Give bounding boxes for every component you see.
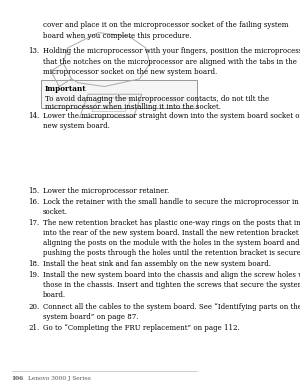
Text: that the notches on the microprocessor are aligned with the tabs in the: that the notches on the microprocessor a… bbox=[43, 58, 296, 66]
Text: 14.: 14. bbox=[28, 112, 40, 120]
Text: Lock the retainer with the small handle to secure the microprocessor in the: Lock the retainer with the small handle … bbox=[43, 198, 300, 206]
Text: 13.: 13. bbox=[28, 47, 39, 55]
Text: pushing the posts through the holes until the retention bracket is secure.: pushing the posts through the holes unti… bbox=[43, 249, 300, 257]
Text: 16.: 16. bbox=[28, 198, 40, 206]
Text: microprocessor socket on the new system board.: microprocessor socket on the new system … bbox=[43, 68, 217, 76]
Text: 17.: 17. bbox=[28, 219, 40, 227]
Text: system board” on page 87.: system board” on page 87. bbox=[43, 313, 138, 320]
Text: Lower the microprocessor retainer.: Lower the microprocessor retainer. bbox=[43, 187, 169, 195]
Text: those in the chassis. Insert and tighten the screws that secure the system: those in the chassis. Insert and tighten… bbox=[43, 281, 300, 289]
Text: To avoid damaging the microprocessor contacts, do not tilt the: To avoid damaging the microprocessor con… bbox=[45, 95, 269, 102]
Text: cover and place it on the microprocessor socket of the failing system: cover and place it on the microprocessor… bbox=[43, 21, 288, 29]
Text: 20.: 20. bbox=[28, 303, 40, 311]
Text: Lenovo 3000 J Series: Lenovo 3000 J Series bbox=[28, 376, 91, 381]
Text: Lower the microprocessor straight down into the system board socket of the: Lower the microprocessor straight down i… bbox=[43, 112, 300, 120]
Text: socket.: socket. bbox=[43, 208, 68, 216]
Text: Go to “Completing the FRU replacement” on page 112.: Go to “Completing the FRU replacement” o… bbox=[43, 324, 239, 332]
Text: Important: Important bbox=[45, 85, 86, 94]
Text: Install the heat sink and fan assembly on the new system board.: Install the heat sink and fan assembly o… bbox=[43, 260, 271, 268]
Text: 21.: 21. bbox=[28, 324, 40, 332]
FancyBboxPatch shape bbox=[40, 80, 197, 108]
Text: into the rear of the new system board. Install the new retention bracket by: into the rear of the new system board. I… bbox=[43, 229, 300, 237]
Text: 106: 106 bbox=[12, 376, 24, 381]
Text: 19.: 19. bbox=[28, 272, 40, 279]
Text: microprocessor when installing it into the socket.: microprocessor when installing it into t… bbox=[45, 104, 221, 111]
Text: Holding the microprocessor with your fingers, position the microprocessor so: Holding the microprocessor with your fin… bbox=[43, 47, 300, 55]
Text: Install the new system board into the chassis and align the screw holes with: Install the new system board into the ch… bbox=[43, 272, 300, 279]
Text: new system board.: new system board. bbox=[43, 122, 110, 130]
Text: board.: board. bbox=[43, 291, 66, 300]
Text: board when you complete this procedure.: board when you complete this procedure. bbox=[43, 32, 191, 40]
Text: 18.: 18. bbox=[28, 260, 40, 268]
Text: aligning the posts on the module with the holes in the system board and: aligning the posts on the module with th… bbox=[43, 239, 299, 247]
Text: Connect all the cables to the system board. See “Identifying parts on the: Connect all the cables to the system boa… bbox=[43, 303, 300, 311]
Text: 15.: 15. bbox=[28, 187, 40, 195]
Text: The new retention bracket has plastic one-way rings on the posts that insert: The new retention bracket has plastic on… bbox=[43, 219, 300, 227]
